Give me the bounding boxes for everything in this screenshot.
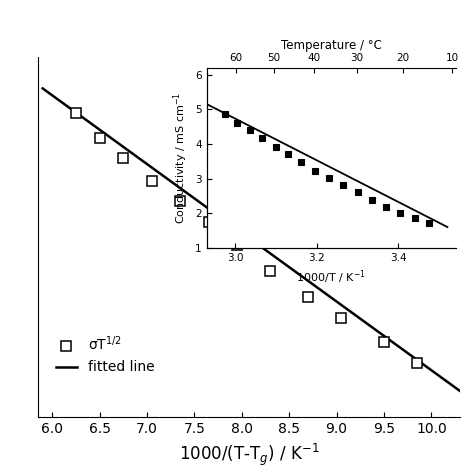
X-axis label: Temperature / °C: Temperature / °C bbox=[281, 39, 382, 52]
Legend: σT$^{1/2}$, fitted line: σT$^{1/2}$, fitted line bbox=[49, 328, 162, 382]
X-axis label: 1000/(T-T$_g$) / K$^{-1}$: 1000/(T-T$_g$) / K$^{-1}$ bbox=[179, 442, 319, 468]
